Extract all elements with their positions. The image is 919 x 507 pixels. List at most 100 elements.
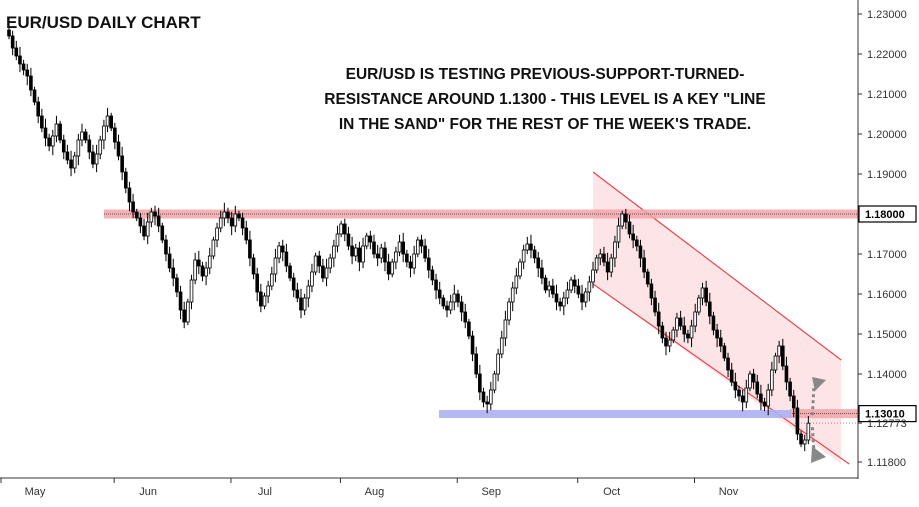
candle [726, 352, 730, 378]
candle [503, 310, 508, 347]
candle [76, 133, 81, 166]
candle [572, 274, 577, 294]
candle [102, 119, 106, 150]
candle [51, 129, 55, 156]
candle [693, 303, 697, 333]
candle [127, 181, 132, 212]
candle [594, 254, 599, 274]
candle [306, 279, 311, 308]
bullish-projection-arrow [810, 377, 826, 416]
candle [164, 234, 168, 262]
y-tick-label: 1.15000 [867, 329, 907, 341]
candle [656, 302, 661, 335]
candlestick-series [7, 26, 811, 452]
candle [744, 379, 749, 409]
candle [795, 399, 800, 441]
chart-title: EUR/USD DAILY CHART [6, 13, 201, 32]
candle [189, 274, 194, 310]
candle [299, 288, 303, 319]
candle [134, 208, 139, 222]
candle [353, 243, 358, 262]
candle [587, 275, 592, 302]
candle [554, 284, 559, 311]
candle [43, 118, 48, 147]
candle [481, 387, 486, 408]
candle [58, 120, 62, 144]
candle [207, 247, 212, 275]
y-tick-label: 1.21000 [867, 89, 907, 101]
candle [700, 282, 705, 306]
candle [178, 285, 183, 320]
candle [124, 167, 128, 194]
candle [255, 267, 260, 302]
x-tick-label: Sep [481, 486, 501, 498]
candle [379, 243, 384, 264]
candle [543, 274, 548, 294]
candle [182, 301, 187, 329]
bearish-projection-arrow [810, 427, 826, 463]
candle [609, 253, 614, 278]
candle [689, 319, 694, 348]
candle [54, 115, 59, 143]
candle [357, 241, 362, 272]
downtrend-channel [592, 171, 850, 465]
candle [405, 249, 409, 268]
candle [605, 252, 610, 281]
candle [335, 225, 340, 253]
annotation-line-2: RESISTANCE AROUND 1.1300 - THIS LEVEL IS… [324, 91, 765, 108]
candle [463, 303, 468, 329]
candle [718, 329, 723, 353]
candle [200, 261, 205, 282]
y-tick-label: 1.22000 [867, 49, 907, 61]
candle [361, 237, 365, 269]
candle [474, 346, 478, 379]
candle [280, 239, 285, 262]
candle [532, 245, 537, 264]
candle [342, 218, 347, 242]
candle [204, 261, 208, 286]
support-band-1130 [439, 410, 791, 418]
projection-arrows [810, 377, 826, 463]
candle [375, 244, 380, 267]
candle [233, 205, 238, 233]
candle [415, 236, 420, 258]
candle [678, 310, 683, 331]
annotation-line-3: IN THE SAND" FOR THE REST OF THE WEEK'S … [339, 116, 751, 133]
candle [565, 281, 570, 305]
candle [321, 258, 325, 283]
candle [401, 232, 405, 263]
candle [430, 265, 435, 286]
candle [346, 226, 351, 251]
candle [248, 230, 252, 267]
candle [142, 218, 146, 241]
candle [186, 298, 190, 326]
candle [459, 295, 464, 322]
y-tick-label: 1.20000 [867, 129, 907, 141]
candle [313, 252, 318, 276]
candle [664, 331, 668, 356]
y-tick-label: 1.19000 [867, 169, 907, 181]
candle [547, 280, 551, 298]
candle [638, 239, 643, 268]
candle [569, 276, 573, 294]
svg-text:1.18000: 1.18000 [865, 209, 905, 221]
candle [120, 146, 124, 181]
chart-annotation: EUR/USD IS TESTING PREVIOUS-SUPPORT-TURN… [324, 66, 765, 133]
candle [266, 280, 270, 304]
candle [72, 151, 77, 174]
candle [32, 86, 37, 106]
candle [302, 293, 307, 316]
y-tick-label: 1.17000 [867, 249, 907, 261]
candle [802, 434, 807, 452]
candle [149, 207, 154, 228]
candle [29, 67, 33, 97]
candle [138, 212, 143, 234]
candle [456, 289, 460, 308]
candle [529, 234, 533, 259]
candle [806, 416, 811, 445]
x-tick-label: Oct [603, 486, 620, 498]
candle [196, 250, 201, 275]
x-tick-label: Aug [365, 486, 385, 498]
candle [445, 300, 449, 318]
candle [770, 361, 774, 397]
